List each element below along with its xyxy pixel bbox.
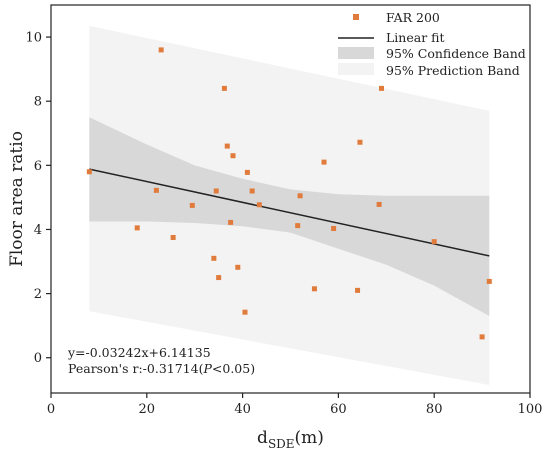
legend-swatch-prediction (338, 63, 374, 75)
plot-area (86, 25, 492, 385)
confidence-band (89, 117, 490, 317)
pearson-annotation: Pearson's r:-0.31714(P<0.05) (68, 361, 255, 376)
scatter-point-22 (321, 159, 327, 165)
scatter-point-5 (170, 234, 176, 240)
x-axis-title-unit: (m) (295, 428, 324, 448)
pearson-suffix: <0.05) (212, 361, 255, 376)
x-tick-label-60: 60 (330, 402, 347, 417)
scatter-point-23 (331, 226, 337, 232)
scatter-point-20 (297, 193, 303, 199)
scatter-point-3 (153, 187, 159, 193)
y-tick-label-6: 6 (34, 159, 42, 174)
scatter-point-16 (244, 169, 250, 175)
scatter-point-9 (216, 275, 222, 281)
y-tick-label-10: 10 (25, 31, 42, 46)
scatter-point-7 (211, 255, 217, 261)
scatter-point-15 (242, 309, 248, 315)
y-axis-title: Floor area ratio (7, 131, 27, 267)
fit-equation: y=-0.03242x+6.14135 (67, 345, 211, 360)
y-tick-label-8: 8 (34, 95, 42, 110)
x-tick-label-80: 80 (426, 402, 443, 417)
x-axis-title-subscript: SDE (268, 437, 295, 451)
scatter-point-11 (224, 143, 230, 149)
legend-label-confidence: 95% Confidence Band (386, 46, 526, 61)
scatter-point-24 (355, 287, 361, 293)
scatter-point-14 (235, 264, 241, 270)
legend-label-scatter: FAR 200 (386, 10, 440, 25)
pearson-p: P (202, 361, 212, 376)
scatter-point-1 (86, 169, 92, 175)
legend: FAR 200 Linear fit 95% Confidence Band 9… (338, 10, 526, 78)
plot-frame (50, 4, 531, 394)
x-tick-label-20: 20 (139, 402, 156, 417)
scatter-point-13 (230, 153, 236, 159)
legend-swatch-confidence (338, 47, 374, 59)
scatter-point-4 (158, 47, 164, 53)
legend-label-fit: Linear fit (386, 30, 445, 45)
x-tick-label-40: 40 (234, 402, 251, 417)
scatter-point-8 (213, 188, 219, 194)
scatter-point-10 (221, 85, 227, 91)
scatter-point-28 (431, 239, 437, 245)
plot-border (50, 4, 531, 394)
y-tick-label-0: 0 (34, 351, 42, 366)
legend-swatch-scatter (353, 14, 359, 20)
scatter-point-26 (376, 201, 382, 207)
scatter-point-19 (295, 223, 301, 229)
scatter-point-18 (256, 202, 262, 208)
x-axis-title: dSDE(m) (257, 428, 324, 451)
x-axis-ticks: 0 20 40 60 80 100 (47, 393, 543, 417)
scatter-point-21 (311, 286, 317, 292)
x-tick-label-100: 100 (518, 402, 543, 417)
scatter-point-17 (249, 188, 255, 194)
legend-label-prediction: 95% Prediction Band (386, 63, 520, 78)
scatter-point-6 (189, 202, 195, 208)
scatter-point-12 (228, 219, 234, 225)
x-tick-label-0: 0 (47, 402, 55, 417)
scatter-points (86, 47, 492, 340)
y-tick-label-2: 2 (34, 287, 42, 302)
scatter-point-25 (357, 139, 363, 145)
y-tick-label-4: 4 (34, 223, 42, 238)
x-axis-title-main: d (257, 428, 268, 448)
pearson-prefix: Pearson's r:-0.31714( (68, 361, 203, 376)
scatter-point-29 (479, 334, 485, 340)
y-axis-ticks: 0 2 4 6 8 10 (25, 31, 51, 366)
scatter-point-30 (486, 278, 492, 284)
linear-fit-line (89, 168, 490, 257)
scatter-point-27 (379, 85, 385, 91)
scatter-point-2 (134, 225, 140, 231)
